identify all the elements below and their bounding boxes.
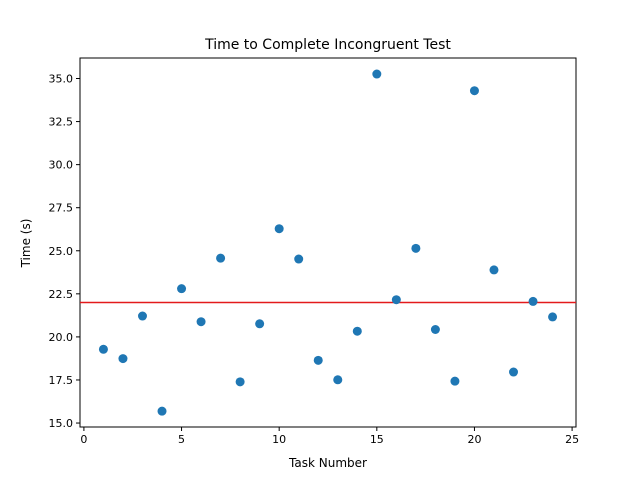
data-point bbox=[118, 354, 128, 364]
data-point bbox=[157, 406, 167, 416]
data-point bbox=[137, 311, 147, 321]
data-point bbox=[216, 253, 226, 263]
data-point bbox=[411, 243, 421, 253]
data-point bbox=[255, 319, 265, 329]
x-axis-label: Task Number bbox=[288, 456, 367, 470]
data-point bbox=[98, 344, 108, 354]
plot-frame bbox=[79, 57, 577, 428]
data-points bbox=[98, 69, 558, 416]
data-point bbox=[352, 326, 362, 336]
y-tick-label: 20.0 bbox=[49, 331, 74, 344]
x-axis: 0 5 10 15 20 25 bbox=[80, 427, 579, 446]
x-tick-label: 0 bbox=[80, 433, 87, 446]
data-point bbox=[430, 324, 440, 334]
y-tick-label: 27.5 bbox=[49, 202, 74, 215]
y-tick-label: 17.5 bbox=[49, 374, 74, 387]
y-axis-label: Time (s) bbox=[19, 219, 33, 269]
data-point bbox=[509, 367, 519, 377]
data-point bbox=[313, 355, 323, 365]
data-point bbox=[235, 377, 245, 387]
data-point bbox=[469, 86, 479, 96]
data-point bbox=[294, 254, 304, 264]
y-tick-label: 30.0 bbox=[49, 159, 74, 172]
data-point bbox=[333, 375, 343, 385]
data-point bbox=[196, 317, 206, 327]
x-tick-label: 25 bbox=[565, 433, 579, 446]
data-point bbox=[372, 69, 382, 79]
data-point bbox=[489, 265, 499, 275]
chart-title: Time to Complete Incongruent Test bbox=[204, 37, 451, 53]
x-tick-label: 15 bbox=[370, 433, 384, 446]
data-point bbox=[548, 312, 558, 322]
plot-area bbox=[79, 57, 577, 428]
data-point bbox=[450, 376, 460, 386]
x-tick-label: 10 bbox=[272, 433, 286, 446]
y-tick-label: 25.0 bbox=[49, 245, 74, 258]
x-tick-label: 20 bbox=[467, 433, 481, 446]
y-tick-label: 32.5 bbox=[49, 116, 74, 129]
data-point bbox=[528, 296, 538, 306]
data-point bbox=[391, 295, 401, 305]
x-tick-label: 5 bbox=[178, 433, 185, 446]
y-tick-label: 35.0 bbox=[49, 73, 74, 86]
data-point bbox=[177, 284, 187, 294]
y-axis: 15.0 17.5 20.0 22.5 25.0 27.5 30.0 32.5 35.0 bbox=[49, 73, 80, 430]
data-point bbox=[274, 224, 284, 234]
y-tick-label: 22.5 bbox=[49, 288, 74, 301]
y-tick-label: 15.0 bbox=[49, 417, 74, 430]
